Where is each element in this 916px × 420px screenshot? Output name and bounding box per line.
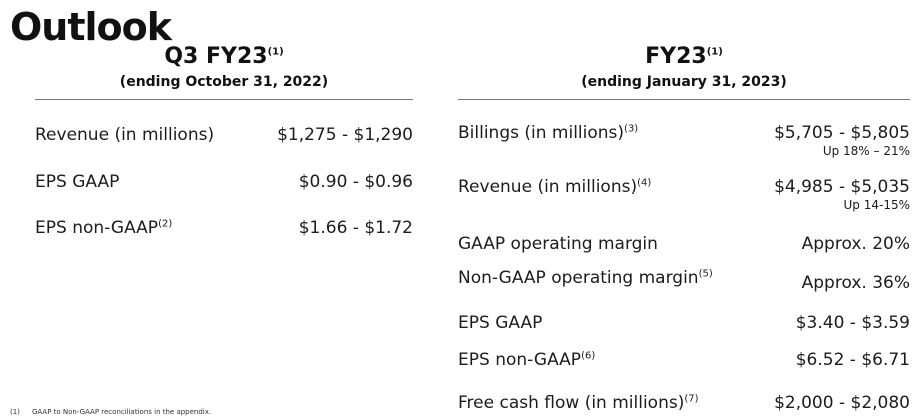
page-title: Outlook (10, 5, 172, 49)
q3-row-value: $1.66 - $1.72 (298, 218, 413, 238)
fy-row-value: $2,000 - $2,080 (774, 393, 910, 413)
q3-row-value: $1,275 - $1,290 (277, 125, 413, 145)
q3-row-eps-gaap: EPS GAAP $0.90 - $0.96 (35, 172, 413, 196)
fy-subheading: (ending January 31, 2023) (581, 74, 787, 91)
fy-column-header: FY23(1) (ending January 31, 2023) (458, 44, 910, 91)
q3-row-label: Revenue (in millions) (35, 125, 215, 145)
footnote: (1) GAAP to Non-GAAP reconciliations in t… (10, 408, 211, 416)
fy-row-value: Approx. 20% (801, 234, 910, 254)
fy-row-eps-gaap: EPS GAAP $3.40 - $3.59 (458, 313, 910, 337)
fy-row-revenue: Revenue (in millions)(4) $4,985 - $5,035… (458, 177, 910, 217)
fy-divider (458, 99, 910, 100)
q3-row-value: $0.90 - $0.96 (298, 172, 413, 192)
fy-row-value: $6.52 - $6.71 (795, 350, 910, 370)
fy-row-growth-note: Up 14-15% (843, 198, 911, 212)
fy-row-growth-note: Up 18% – 21% (822, 144, 910, 158)
fy-heading-footnote-ref: (1) (706, 46, 723, 58)
fy-row-value: $3.40 - $3.59 (795, 313, 910, 333)
fy-row-label: EPS GAAP (458, 313, 543, 333)
fy-row-label: Free cash flow (in millions)(7) (458, 393, 699, 413)
fy-row-label: GAAP operating margin (458, 234, 658, 254)
q3-heading: Q3 FY23(1) (164, 44, 284, 69)
fy-row-eps-non-gaap: EPS non-GAAP(6) $6.52 - $6.71 (458, 350, 910, 374)
fy-row-non-gaap-operating-margin: Non-GAAP operating margin(5) Approx. 36% (458, 268, 910, 298)
fy-row-label: EPS non-GAAP(6) (458, 350, 596, 370)
fy-row-gaap-operating-margin: GAAP operating margin Approx. 20% (458, 234, 910, 258)
q3-row-eps-non-gaap: EPS non-GAAP(2) $1.66 - $1.72 (35, 218, 413, 242)
footnote-number: (1) (10, 408, 20, 416)
q3-row-revenue: Revenue (in millions) $1,275 - $1,290 (35, 125, 413, 149)
q3-divider (35, 99, 413, 100)
footnote-text: GAAP to Non-GAAP reconciliations in the … (32, 408, 212, 416)
fy-row-label: Billings (in millions)(3) (458, 123, 639, 143)
fy-row-value: $5,705 - $5,805 (774, 123, 910, 143)
fy-heading: FY23(1) (645, 44, 723, 69)
fy-row-billings: Billings (in millions)(3) $5,705 - $5,80… (458, 123, 910, 163)
q3-subheading: (ending October 31, 2022) (119, 74, 329, 91)
fy-row-value: $4,985 - $5,035 (774, 177, 910, 197)
q3-row-label: EPS GAAP (35, 172, 120, 192)
fy-row-free-cash-flow: Free cash flow (in millions)(7) $2,000 -… (458, 393, 910, 417)
fy-row-label: Non-GAAP operating margin(5) (458, 268, 713, 288)
q3-row-label: EPS non-GAAP(2) (35, 218, 173, 238)
fy-row-value: Approx. 36% (801, 273, 910, 293)
q3-heading-footnote-ref: (1) (267, 46, 284, 58)
q3-column-header: Q3 FY23(1) (ending October 31, 2022) (35, 44, 413, 91)
fy-row-label: Revenue (in millions)(4) (458, 177, 652, 197)
